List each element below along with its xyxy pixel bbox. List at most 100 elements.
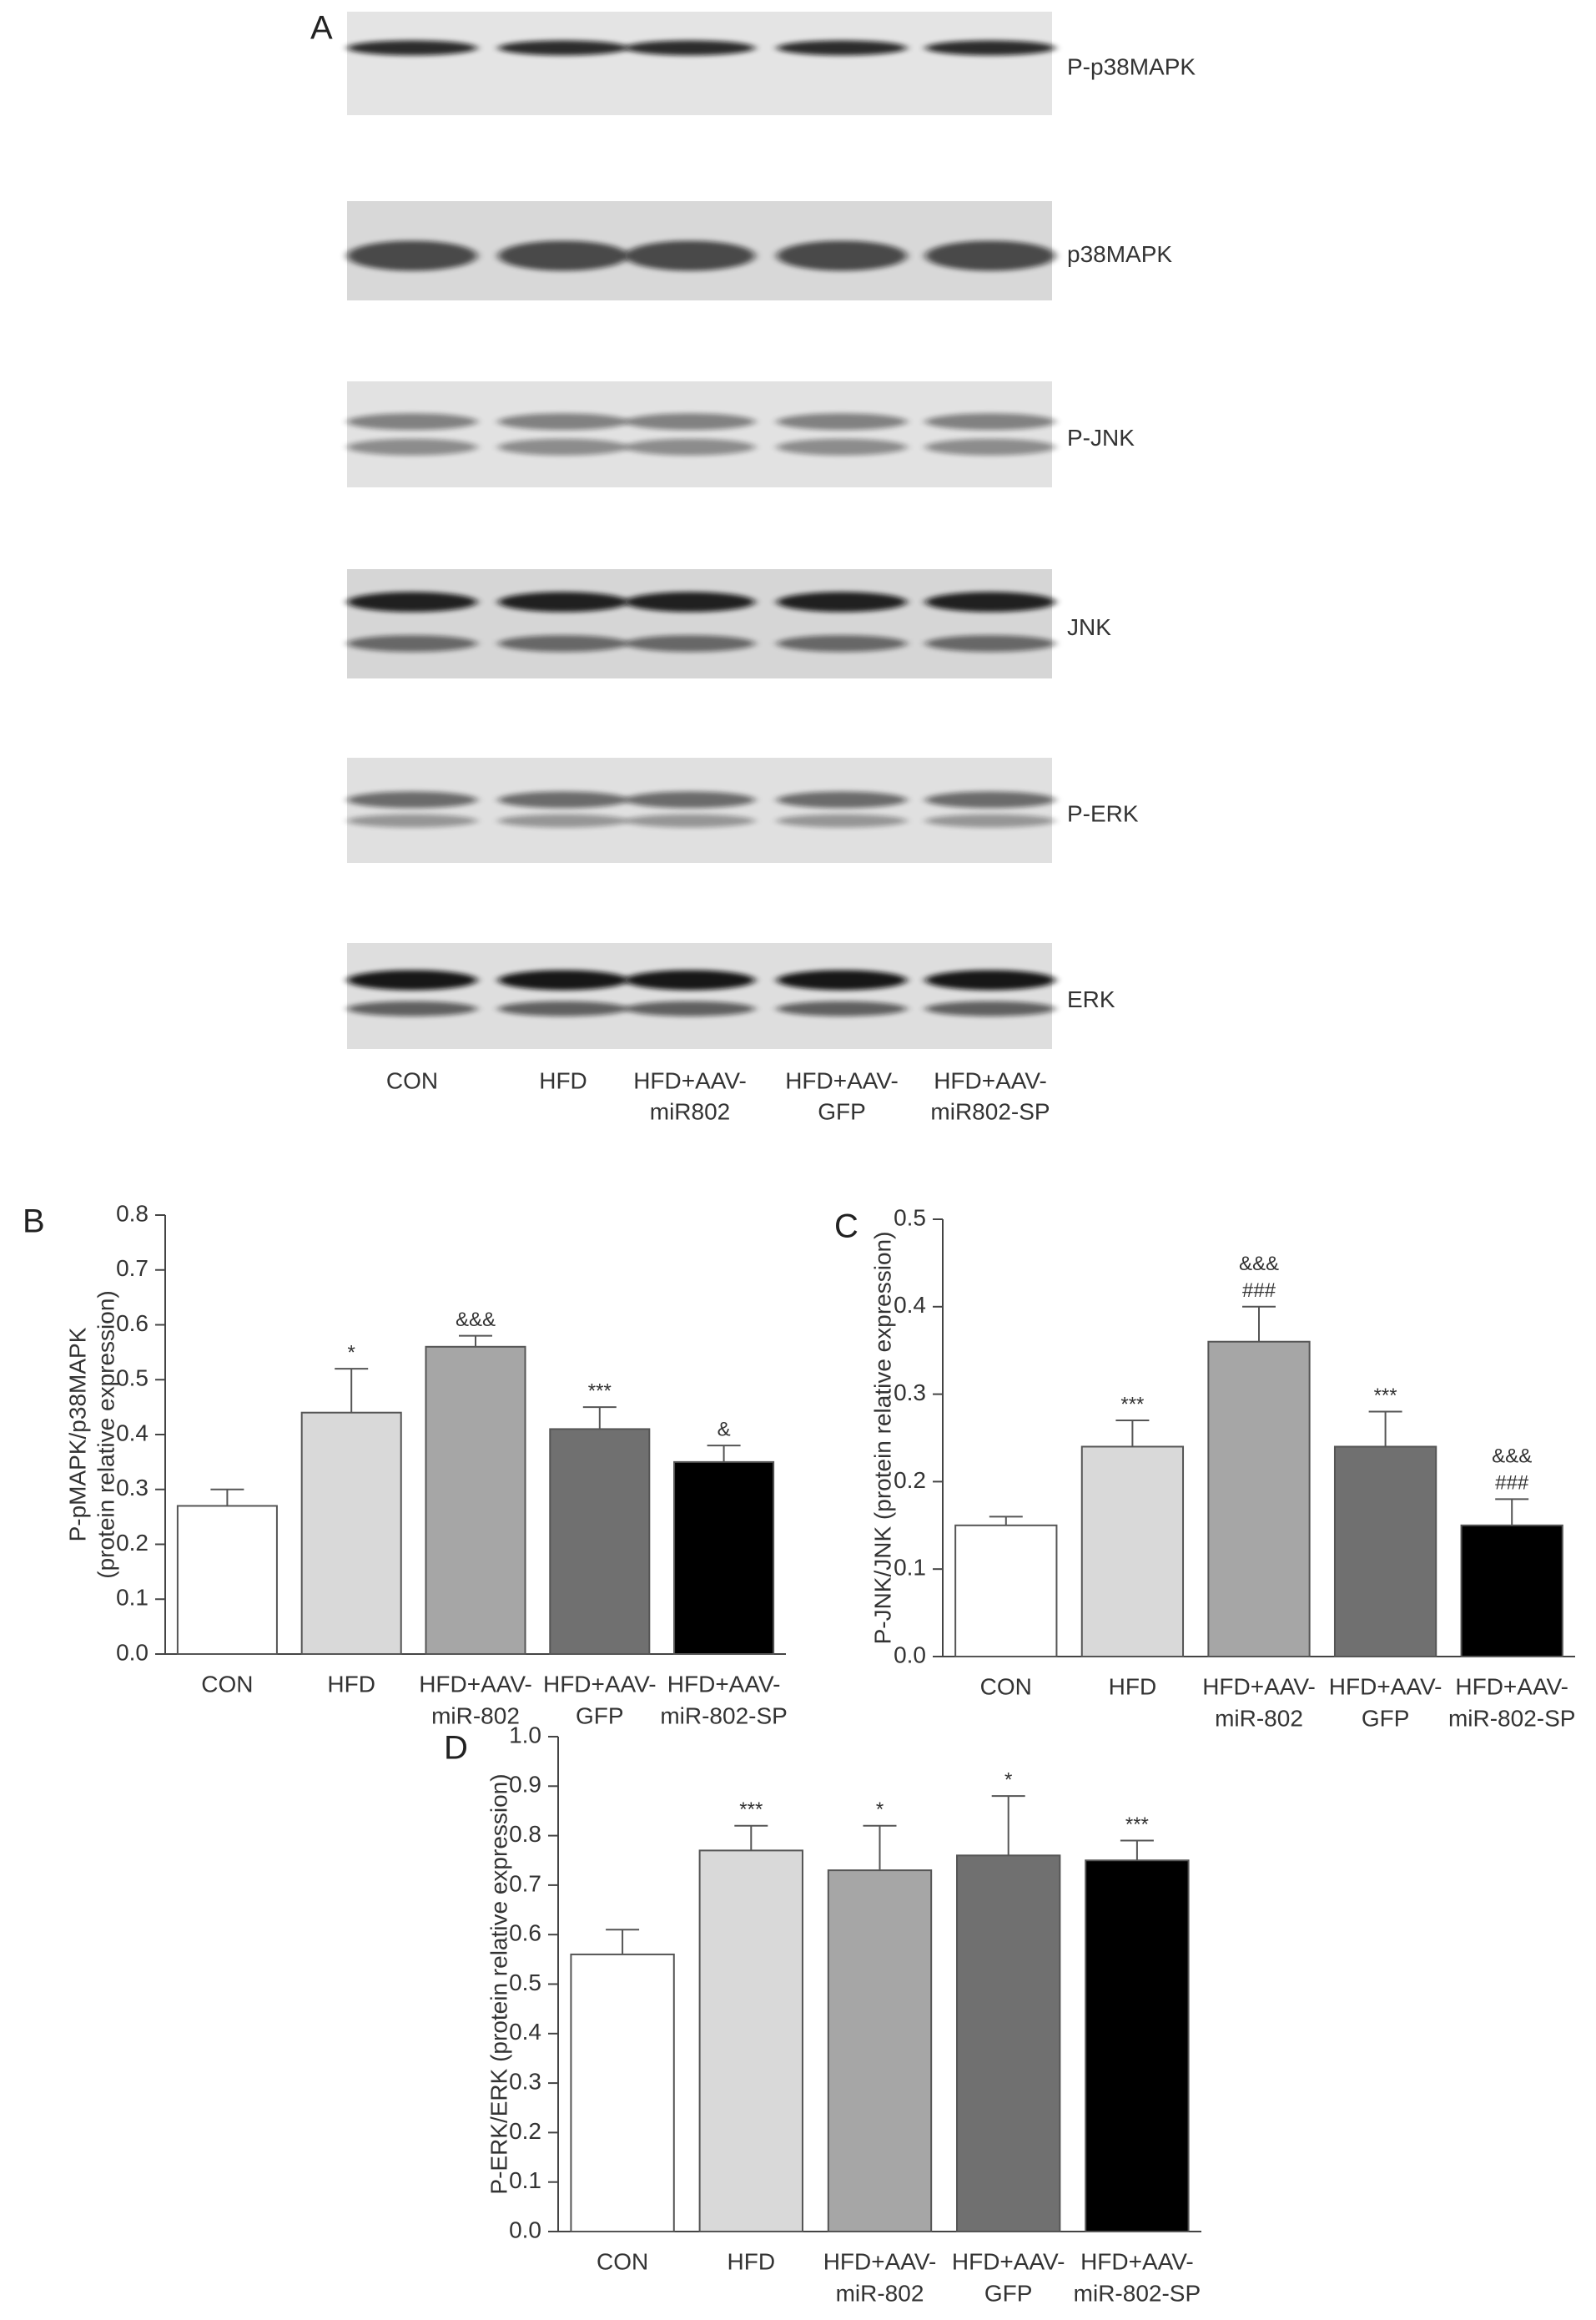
blot-band bbox=[347, 438, 477, 456]
blot-band bbox=[925, 413, 1055, 431]
x-tick-label: HFD+AAV- bbox=[419, 1671, 532, 1697]
y-tick-label: 0.5 bbox=[509, 1969, 541, 1995]
blot-membrane bbox=[347, 569, 1052, 678]
panel-label: B bbox=[23, 1203, 45, 1240]
bar bbox=[425, 1345, 526, 1656]
x-tick-label: HFD+AAV- bbox=[667, 1671, 781, 1697]
significance-label: & bbox=[717, 1418, 731, 1440]
x-tick-label: HFD+AAV- bbox=[543, 1671, 657, 1697]
blot-band bbox=[625, 438, 755, 456]
blot-band bbox=[347, 240, 477, 271]
significance-label: &&& bbox=[1492, 1445, 1532, 1468]
x-tick-label: miR-802-SP bbox=[660, 1702, 787, 1728]
lane-label: miR802 bbox=[650, 1098, 730, 1124]
blot-band bbox=[925, 814, 1055, 828]
bar bbox=[1333, 1445, 1437, 1657]
blot-band bbox=[925, 635, 1055, 653]
blot-band bbox=[777, 970, 907, 991]
y-tick-label: 0.3 bbox=[116, 1475, 149, 1500]
blot-row-label: P-JNK bbox=[1067, 425, 1135, 451]
error-bar bbox=[1115, 1420, 1150, 1447]
significance-label: *** bbox=[1125, 1813, 1149, 1836]
significance-label: *** bbox=[588, 1379, 612, 1402]
y-tick-label: 0.3 bbox=[509, 2068, 541, 2094]
y-tick-label: 0.2 bbox=[509, 2118, 541, 2144]
error-bar bbox=[989, 1516, 1023, 1526]
blot-row-label: P-ERK bbox=[1067, 800, 1139, 826]
blot-band bbox=[925, 438, 1055, 456]
x-tick-label: HFD+AAV- bbox=[823, 2248, 937, 2274]
blot-band bbox=[498, 635, 628, 653]
blot-band bbox=[498, 1001, 628, 1016]
significance-label: ### bbox=[1242, 1279, 1276, 1302]
y-tick-label: 0.8 bbox=[509, 1821, 541, 1847]
lane-label: miR802-SP bbox=[930, 1098, 1050, 1124]
x-tick-label: CON bbox=[980, 1673, 1032, 1699]
x-tick-label: CON bbox=[597, 2248, 648, 2274]
y-axis-label: P-ERK/ERK (protein relative expression) bbox=[486, 1773, 511, 2194]
y-tick-label: 0.0 bbox=[509, 2217, 541, 2242]
y-axis-label: P-pMAPK/p38MAPK bbox=[64, 1327, 90, 1541]
blot-band bbox=[347, 413, 477, 431]
y-tick-label: 0.6 bbox=[509, 1920, 541, 1946]
blot-band bbox=[625, 413, 755, 431]
y-tick-label: 1.0 bbox=[509, 1722, 541, 1748]
error-bar bbox=[1368, 1410, 1402, 1447]
y-tick-label: 0.2 bbox=[894, 1467, 926, 1493]
error-bar bbox=[991, 1795, 1025, 1856]
bar bbox=[1460, 1524, 1563, 1658]
blot-band bbox=[625, 40, 755, 56]
error-bar bbox=[1120, 1839, 1154, 1861]
y-tick-label: 0.7 bbox=[116, 1255, 149, 1281]
x-tick-label: HFD bbox=[327, 1671, 375, 1697]
blot-band bbox=[625, 1001, 755, 1016]
x-tick-label: miR-802 bbox=[431, 1702, 520, 1728]
blot-membrane bbox=[347, 758, 1052, 863]
x-tick-label: HFD+AAV- bbox=[1080, 2248, 1194, 2274]
bar bbox=[549, 1428, 651, 1656]
panel-label: A bbox=[310, 10, 333, 47]
blot-band bbox=[498, 592, 628, 613]
x-tick-label: miR-802 bbox=[1215, 1705, 1303, 1731]
blot-band bbox=[498, 240, 628, 271]
blot-band bbox=[347, 791, 477, 809]
x-tick-label: miR-802-SP bbox=[1074, 2280, 1201, 2306]
bar bbox=[1080, 1445, 1185, 1657]
x-tick-label: HFD+AAV- bbox=[1202, 1673, 1316, 1699]
error-bar bbox=[335, 1368, 369, 1413]
blot-row-label: JNK bbox=[1067, 614, 1111, 640]
x-tick-label: CON bbox=[201, 1671, 253, 1697]
lane-label: HFD+AAV- bbox=[633, 1067, 747, 1093]
error-bar bbox=[210, 1488, 244, 1506]
blot-band bbox=[625, 240, 755, 271]
blot-membrane bbox=[347, 943, 1052, 1049]
bar bbox=[300, 1411, 402, 1655]
blot-row-label: P-p38MAPK bbox=[1067, 53, 1196, 79]
blot-band bbox=[777, 814, 907, 828]
x-tick-label: GFP bbox=[1362, 1705, 1410, 1731]
blot-band bbox=[625, 592, 755, 613]
y-tick-label: 0.3 bbox=[894, 1379, 926, 1405]
blot-band bbox=[777, 240, 907, 271]
blot-band bbox=[925, 791, 1055, 809]
blot-band bbox=[498, 791, 628, 809]
blot-band bbox=[625, 791, 755, 809]
significance-label: &&& bbox=[456, 1309, 496, 1331]
significance-label: *** bbox=[1120, 1393, 1144, 1415]
error-bar bbox=[707, 1445, 741, 1462]
y-tick-label: 0.9 bbox=[509, 1772, 541, 1798]
y-tick-label: 0.7 bbox=[509, 1870, 541, 1896]
bar bbox=[954, 1524, 1058, 1658]
y-tick-label: 0.5 bbox=[116, 1365, 149, 1391]
y-tick-label: 0.4 bbox=[894, 1292, 926, 1318]
blot-band bbox=[925, 592, 1055, 613]
blot-membrane bbox=[347, 12, 1052, 115]
lane-label: HFD+AAV- bbox=[785, 1067, 899, 1093]
blot-band bbox=[777, 791, 907, 809]
y-tick-label: 0.2 bbox=[116, 1530, 149, 1556]
bar bbox=[570, 1953, 675, 2232]
x-tick-label: GFP bbox=[576, 1702, 624, 1728]
blot-band bbox=[777, 635, 907, 653]
